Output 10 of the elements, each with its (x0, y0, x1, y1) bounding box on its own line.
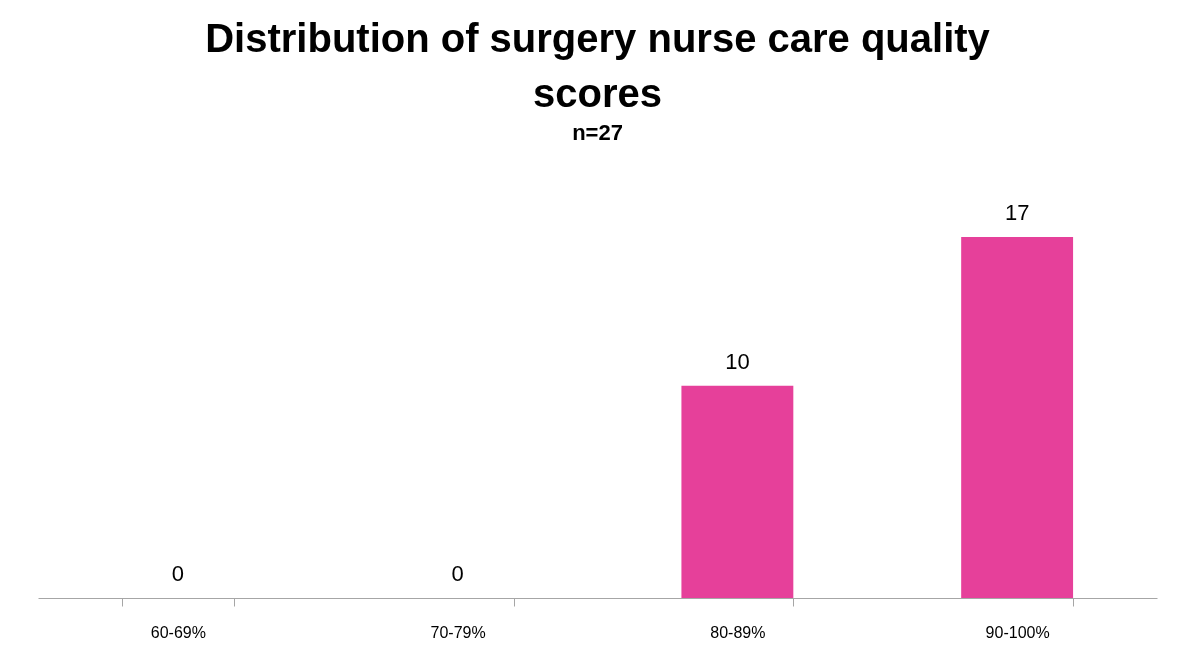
x-tick-label: 80-89% (710, 623, 766, 641)
x-tick-label: 60-69% (150, 623, 206, 641)
x-tick-label: 90-100% (985, 623, 1050, 641)
chart-subtitle: n=27 (572, 120, 623, 145)
data-label: 0 (171, 561, 184, 586)
data-label: 17 (1004, 200, 1030, 225)
data-label: 10 (725, 348, 750, 374)
data-label: 0 (451, 561, 464, 586)
x-tick-label: 70-79% (430, 623, 486, 641)
chart-title: Distribution of surgery nurse care quality scores (205, 16, 991, 115)
